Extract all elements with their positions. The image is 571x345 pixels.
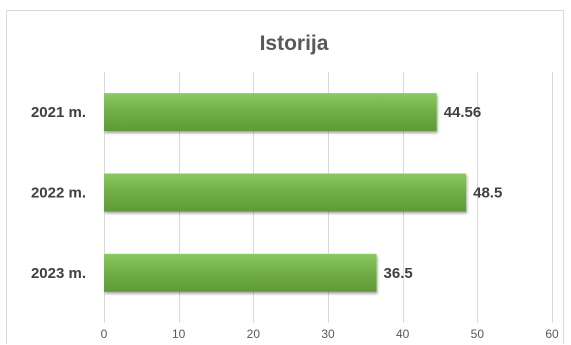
category-label: 2021 m.	[31, 104, 86, 121]
bars	[104, 93, 467, 292]
category-label: 2023 m.	[31, 265, 86, 282]
chart-title: Istorija	[260, 32, 329, 55]
labels: 0 10 20 30 40 50 60 2021 m. 44.56 2022 m. 48.5 2023…	[31, 104, 559, 341]
data-label: 44.56	[444, 104, 482, 121]
x-tick-label: 20	[247, 327, 261, 341]
bar	[104, 173, 467, 212]
x-tick-label: 60	[545, 327, 559, 341]
x-tick-label: 40	[396, 327, 410, 341]
x-tick-label: 10	[172, 327, 186, 341]
bar	[104, 93, 437, 132]
x-tick-label: 50	[471, 327, 485, 341]
data-label: 36.5	[384, 265, 413, 282]
data-label: 48.5	[473, 185, 502, 202]
bar	[104, 253, 377, 292]
x-tick-label: 30	[321, 327, 335, 341]
x-tick-label: 0	[101, 327, 108, 341]
category-label: 2022 m.	[31, 185, 86, 202]
